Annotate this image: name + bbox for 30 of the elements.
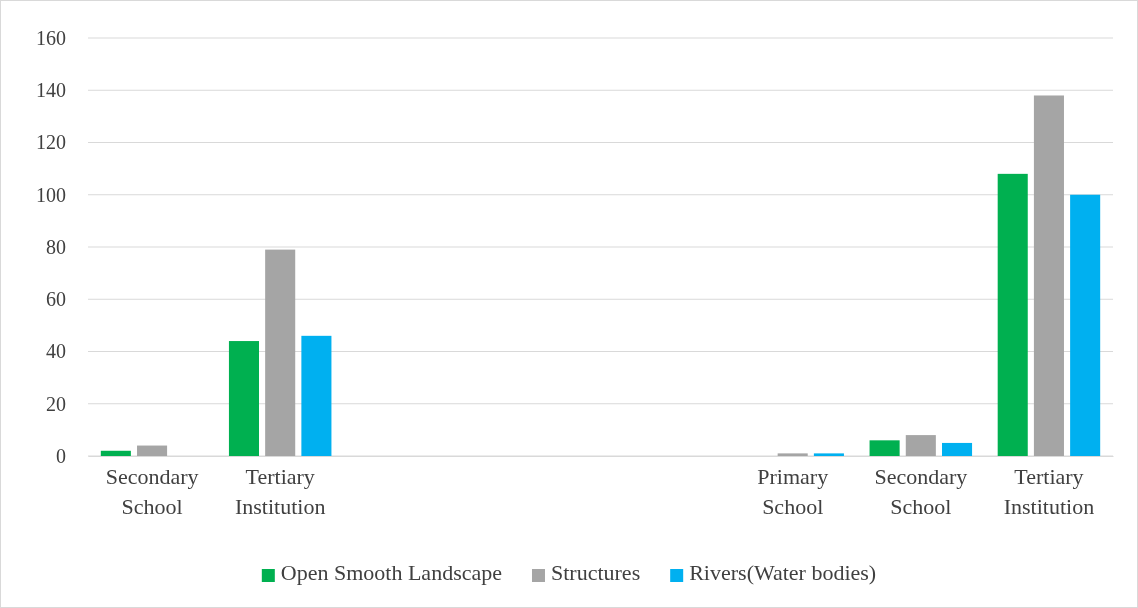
legend-label: Open Smooth Landscape [280, 560, 502, 585]
bar [997, 173, 1028, 456]
x-tick-label: Tertiary Institution [234, 464, 326, 519]
y-tick-label: 160 [36, 26, 66, 49]
bar [869, 440, 900, 456]
x-tick-label: Tertiary Institution [1003, 464, 1095, 519]
legend-label: Rivers(Water bodies) [689, 560, 877, 585]
bar [1070, 194, 1101, 456]
bar [265, 249, 296, 456]
x-tick-label: Secondary School [874, 464, 968, 519]
bar [1033, 95, 1064, 456]
bar [137, 445, 168, 456]
y-tick-label: 0 [56, 444, 66, 467]
y-tick-label: 140 [36, 79, 66, 102]
bar [905, 435, 936, 456]
bar [228, 341, 259, 456]
y-tick-label: 80 [46, 235, 66, 258]
y-tick-label: 120 [36, 131, 66, 154]
y-tick-label: 40 [46, 340, 66, 363]
bar [813, 453, 844, 456]
bar [942, 442, 973, 456]
legend-label: Structures [550, 560, 641, 585]
y-tick-label: 20 [46, 392, 66, 415]
bar [777, 453, 808, 456]
x-tick-label: Primary School [757, 464, 829, 519]
y-tick-label: 60 [46, 288, 66, 311]
bar [100, 450, 131, 456]
bar [301, 335, 332, 456]
x-tick-label: Secondary School [105, 464, 199, 519]
y-tick-label: 100 [36, 183, 66, 206]
